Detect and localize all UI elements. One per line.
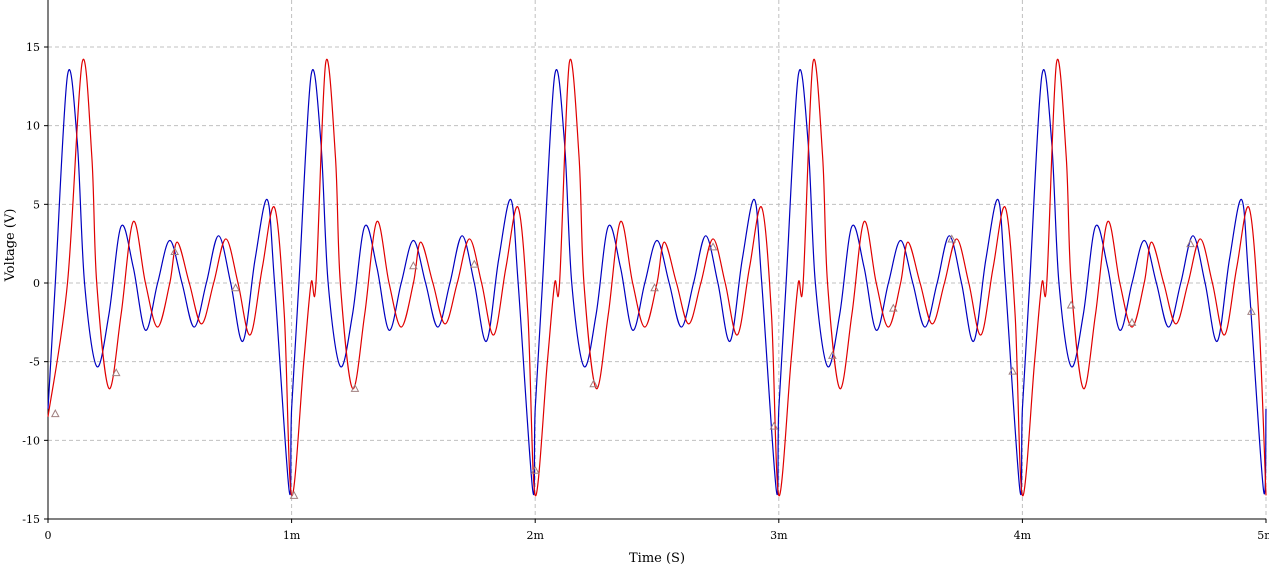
trace-marker (1066, 300, 1076, 309)
trace-marker (289, 490, 299, 499)
trace-marker (1247, 306, 1256, 315)
trace-marker (947, 234, 957, 243)
trace-marker (530, 465, 540, 474)
trace-marker (828, 350, 837, 359)
trace-marker (50, 409, 60, 418)
x-tick-labels: 0 1m 2m 3m 4m 5m (45, 529, 1269, 542)
trace-marker (111, 368, 121, 377)
trace-marker (469, 259, 479, 268)
trace-marker (650, 283, 659, 292)
axes (44, 0, 1267, 523)
x-tick-label: 0 (45, 529, 52, 542)
trace-marker (589, 379, 599, 388)
x-tick-label: 3m (770, 529, 788, 542)
x-tick-label: 2m (526, 529, 544, 542)
y-tick-label: -5 (29, 356, 40, 369)
grid-lines (48, 0, 1267, 520)
trace-marker (409, 261, 418, 270)
y-tick-label: 15 (26, 41, 40, 54)
trace-marker (231, 283, 240, 292)
y-axis-title: Voltage (V) (3, 209, 18, 283)
trace-marker (350, 383, 360, 392)
y-tick-label: 0 (33, 277, 40, 290)
series-lines (47, 58, 1267, 497)
trace-marker (1008, 366, 1017, 375)
x-axis-title: Time (S) (629, 551, 685, 566)
y-tick-label: -10 (22, 434, 40, 447)
trace-marker (708, 242, 718, 251)
trace-marker (1186, 239, 1195, 248)
series-line-2 (47, 58, 1267, 497)
x-tick-label: 4m (1014, 529, 1032, 542)
y-tick-label: 5 (33, 198, 40, 211)
x-tick-label: 5m (1257, 529, 1269, 542)
y-tick-label: 10 (26, 120, 40, 133)
y-tick-labels: -15 -10 -5 0 5 10 15 (22, 41, 40, 526)
series-line-1 (47, 69, 1267, 495)
trace-marker (1127, 317, 1137, 326)
x-tick-label: 1m (283, 529, 301, 542)
trace-marker (170, 246, 180, 256)
y-tick-label: -15 (22, 513, 40, 526)
trace-markers (50, 234, 1256, 499)
trace-marker (888, 303, 898, 312)
trace-marker (769, 421, 779, 430)
